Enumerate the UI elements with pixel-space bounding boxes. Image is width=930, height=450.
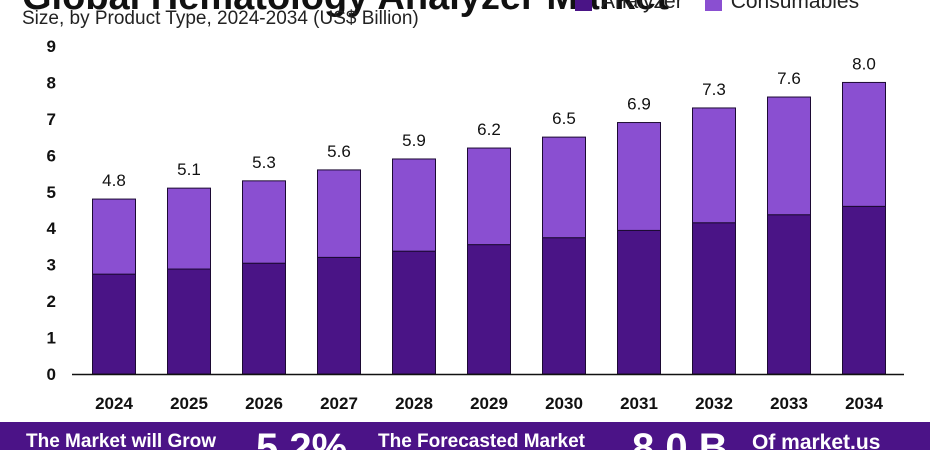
stacked-bar-chart: 0 1 2 3 4 5 6 7 8 9 4.8 2024 5.1 2025 5.3 2026 5.6 2027 5.… [47, 37, 904, 413]
x-tick-label: 2029 [470, 394, 508, 413]
bar-total-label: 6.2 [477, 120, 501, 139]
legend-label-consumables: Consumables [730, 0, 860, 13]
legend-label-analyzer: Analyzer [601, 0, 683, 13]
bar-segment-consumables [842, 81, 886, 207]
legend-swatch-consumables [704, 0, 722, 11]
y-tick-label: 9 [47, 37, 56, 56]
y-tick-label: 1 [47, 329, 56, 348]
x-tick-label: 2030 [545, 394, 583, 413]
bar-segment-consumables [692, 107, 736, 224]
bar-segment-analyzer [767, 214, 811, 375]
legend-item-consumables: Consumables [704, 0, 860, 14]
legend: Analyzer Consumables [575, 0, 881, 14]
bar-total-label: 6.9 [627, 95, 651, 114]
y-tick-label: 3 [47, 256, 56, 275]
x-tick-label: 2025 [170, 394, 208, 413]
bar-segment-analyzer [542, 237, 586, 375]
banner-source-text: Of market.us [752, 431, 881, 450]
bar-segment-analyzer [392, 250, 436, 375]
x-tick-label: 2033 [770, 394, 808, 413]
legend-swatch-analyzer [575, 0, 592, 11]
bar-total-label: 5.3 [252, 153, 276, 172]
bar-total-label: 7.3 [702, 80, 726, 99]
x-tick-label: 2032 [695, 394, 733, 413]
bar-segment-consumables [167, 187, 211, 270]
banner-grow-text: The Market will Grow [26, 431, 217, 450]
y-tick-label: 0 [47, 365, 56, 384]
bar-segment-analyzer [467, 244, 511, 375]
x-tick-label: 2024 [95, 394, 133, 413]
chart-subtitle: Size, by Product Type, 2024-2034 (US$ Bi… [22, 8, 419, 29]
bar-segment-analyzer [167, 268, 211, 375]
chart-title: Global Hematology Analyzer Market [22, 0, 669, 19]
bar-total-label: 5.9 [402, 131, 426, 150]
bar-segment-analyzer [242, 262, 286, 375]
y-tick-label: 2 [47, 292, 56, 311]
x-tick-label: 2031 [620, 394, 658, 413]
y-tick-label: 6 [47, 146, 56, 165]
bar-total-label: 5.6 [327, 142, 351, 161]
bar-segment-analyzer [692, 222, 736, 375]
bar-segment-analyzer [617, 229, 661, 375]
x-tick-label: 2026 [245, 394, 283, 413]
bar-segment-consumables [467, 147, 511, 246]
footer-banner: The Market will Grow 5.2% The Forecasted… [0, 422, 930, 450]
bar-segment-consumables [92, 198, 136, 275]
bar-segment-analyzer [92, 273, 136, 375]
bar-segment-consumables [317, 169, 361, 258]
y-tick-label: 7 [47, 110, 56, 129]
bar-segment-consumables [767, 96, 811, 216]
bar-segment-consumables [617, 122, 661, 231]
x-tick-label: 2028 [395, 394, 433, 413]
x-tick-label: 2034 [845, 394, 883, 413]
bar-total-label: 8.0 [852, 54, 876, 73]
banner-market-value: 8.0 B [632, 426, 728, 450]
y-tick-label: 5 [47, 183, 56, 202]
y-tick-label: 8 [47, 73, 56, 92]
bar-total-label: 6.5 [552, 109, 576, 128]
bar-segment-consumables [242, 180, 286, 264]
bar-total-label: 4.8 [102, 171, 126, 190]
bar-segment-consumables [392, 158, 436, 252]
x-tick-label: 2027 [320, 394, 358, 413]
y-tick-label: 4 [47, 219, 57, 238]
banner-cagr-value: 5.2% [256, 426, 348, 450]
legend-item-analyzer: Analyzer [575, 0, 683, 14]
bar-segment-consumables [542, 136, 586, 239]
bar-segment-analyzer [842, 205, 886, 375]
banner-forecast-text: The Forecasted Market [378, 431, 585, 450]
bar-total-label: 5.1 [177, 160, 201, 179]
bar-segment-analyzer [317, 256, 361, 375]
bar-total-label: 7.6 [777, 69, 801, 88]
